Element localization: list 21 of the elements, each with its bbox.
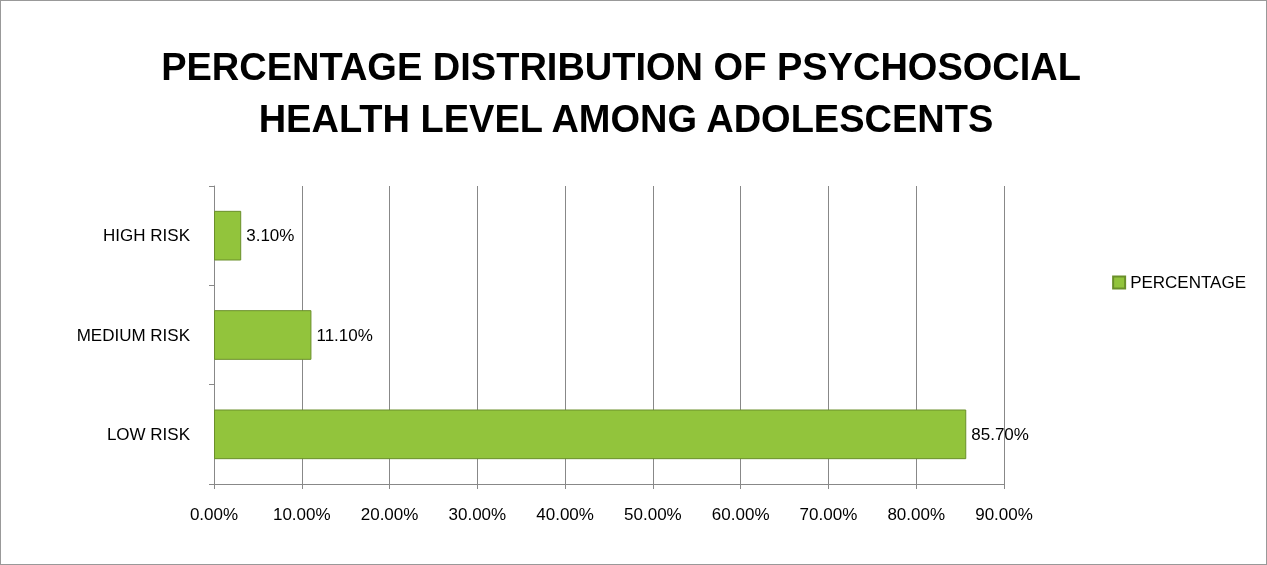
x-tick-label: 30.00%	[448, 505, 507, 524]
data-label: 3.10%	[246, 226, 295, 246]
bar	[214, 409, 967, 460]
x-tick-label: 70.00%	[799, 505, 858, 524]
x-tick-label: 60.00%	[711, 505, 770, 524]
x-tick-label: 10.00%	[272, 505, 331, 524]
bar	[214, 210, 242, 261]
y-tick-label: MEDIUM RISK	[76, 325, 191, 345]
legend-label: PERCENTAGE	[1130, 273, 1246, 292]
y-tick-label: LOW RISK	[106, 424, 191, 444]
x-tick-label: 50.00%	[624, 505, 682, 524]
x-tick-label: 0.00%	[189, 505, 239, 524]
chart-title: PERCENTAGE DISTRIBUTION OF PSYCHOSOCIAL HEALTH LEVEL AMONG ADOLESCENTS	[161, 46, 1091, 140]
y-tick-label: HIGH RISK	[103, 226, 191, 246]
x-tick-label: 20.00%	[360, 505, 419, 524]
bar	[214, 310, 312, 360]
x-tick-label: 90.00%	[975, 505, 1033, 524]
x-tick-label: 80.00%	[887, 505, 946, 524]
data-label: 85.70%	[971, 424, 1029, 444]
x-tick-label: 40.00%	[536, 505, 594, 524]
data-label: 11.10%	[316, 325, 373, 345]
